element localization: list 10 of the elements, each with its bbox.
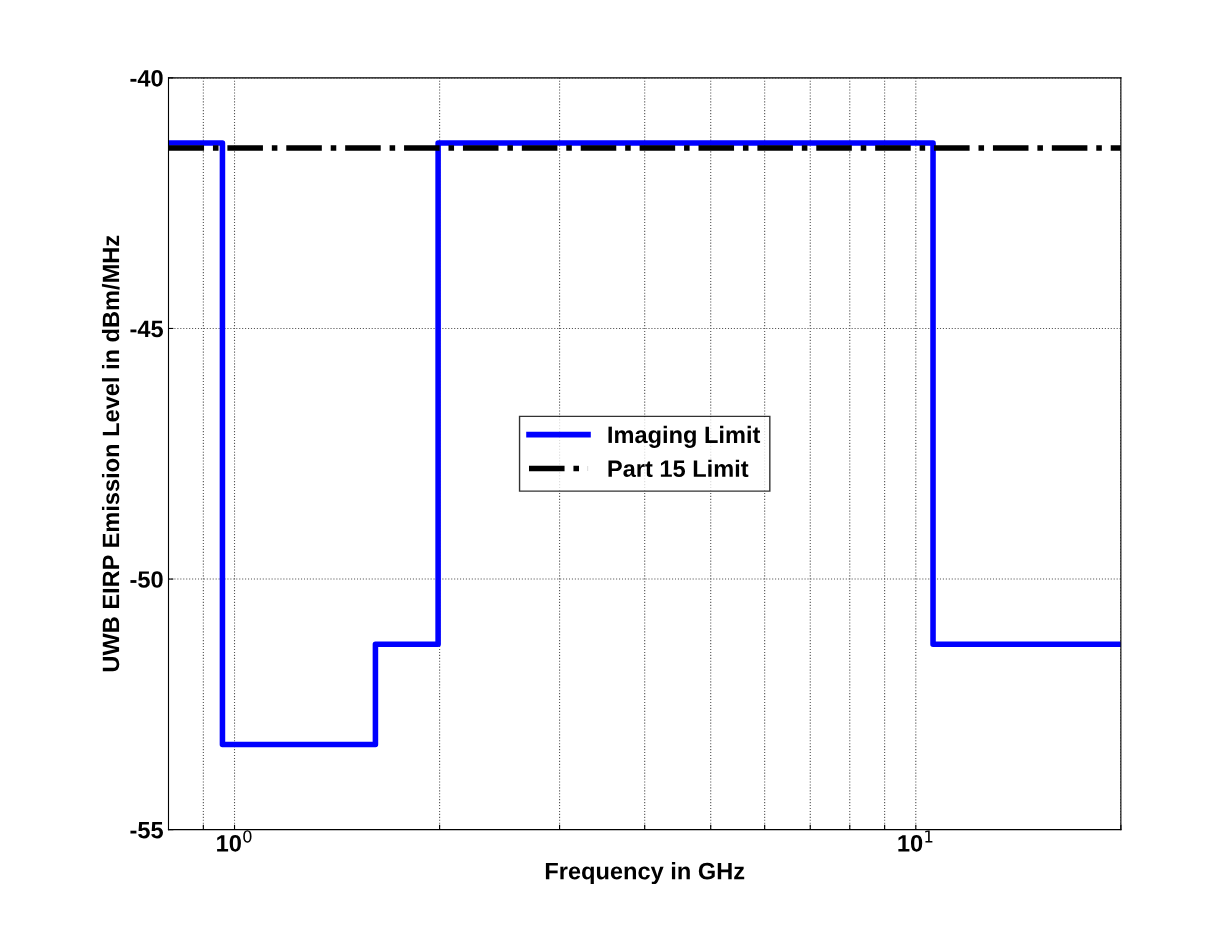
y-axis-title: UWB EIRP Emission Level in dBm/MHz: [101, 235, 120, 672]
y-tick-label: -45: [130, 320, 163, 338]
x-axis-title: Frequency in GHz: [545, 862, 745, 885]
legend-label: Imaging Limit: [608, 425, 761, 448]
y-tick-label: -55: [130, 821, 163, 839]
legend-label: Part 15 Limit: [608, 459, 749, 478]
x-tick-label: 10$^{0}$: [217, 830, 252, 852]
y-tick-label: -50: [130, 571, 163, 588]
x-tick-label: 10$^{1}$: [898, 830, 933, 852]
y-tick-label: -40: [130, 69, 163, 87]
